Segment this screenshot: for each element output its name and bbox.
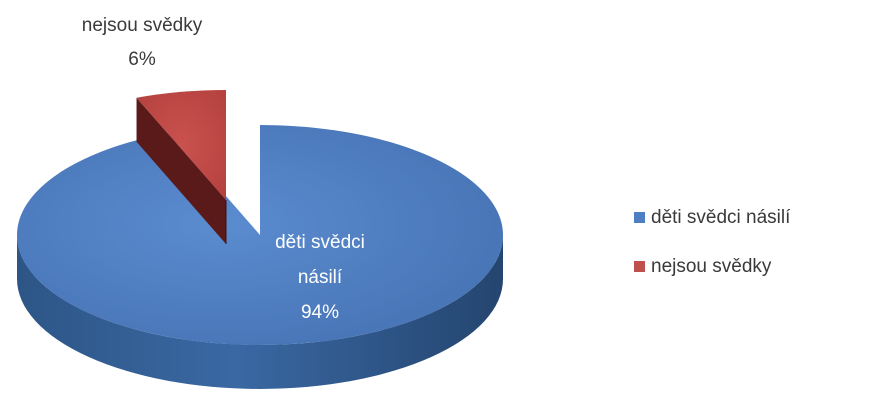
pie-slice-deti-svedci <box>17 125 504 345</box>
legend-swatch-red <box>634 261 645 272</box>
pie-slice-nejsou-svedky-side <box>136 97 226 245</box>
pie-slice-deti-svedci-side <box>17 235 503 389</box>
legend: děti svědci násilí nejsou svědky <box>634 204 879 302</box>
data-label-deti-category-line2: násilí <box>298 267 343 288</box>
legend-label: nejsou svědky <box>651 255 772 277</box>
data-label-deti-value: 94% <box>301 302 339 323</box>
pie-slice-nejsou-svedky <box>136 90 226 200</box>
legend-item-nejsou-svedky: nejsou svědky <box>634 253 879 280</box>
legend-item-deti-svedci: děti svědci násilí <box>634 204 879 231</box>
legend-swatch-blue <box>634 212 645 223</box>
legend-label: děti svědci násilí <box>651 206 791 228</box>
data-label-nejsou-value: 6% <box>128 49 156 70</box>
data-label-deti-category: děti svědci <box>275 232 365 253</box>
data-label-nejsou-category: nejsou svědky <box>82 15 203 36</box>
